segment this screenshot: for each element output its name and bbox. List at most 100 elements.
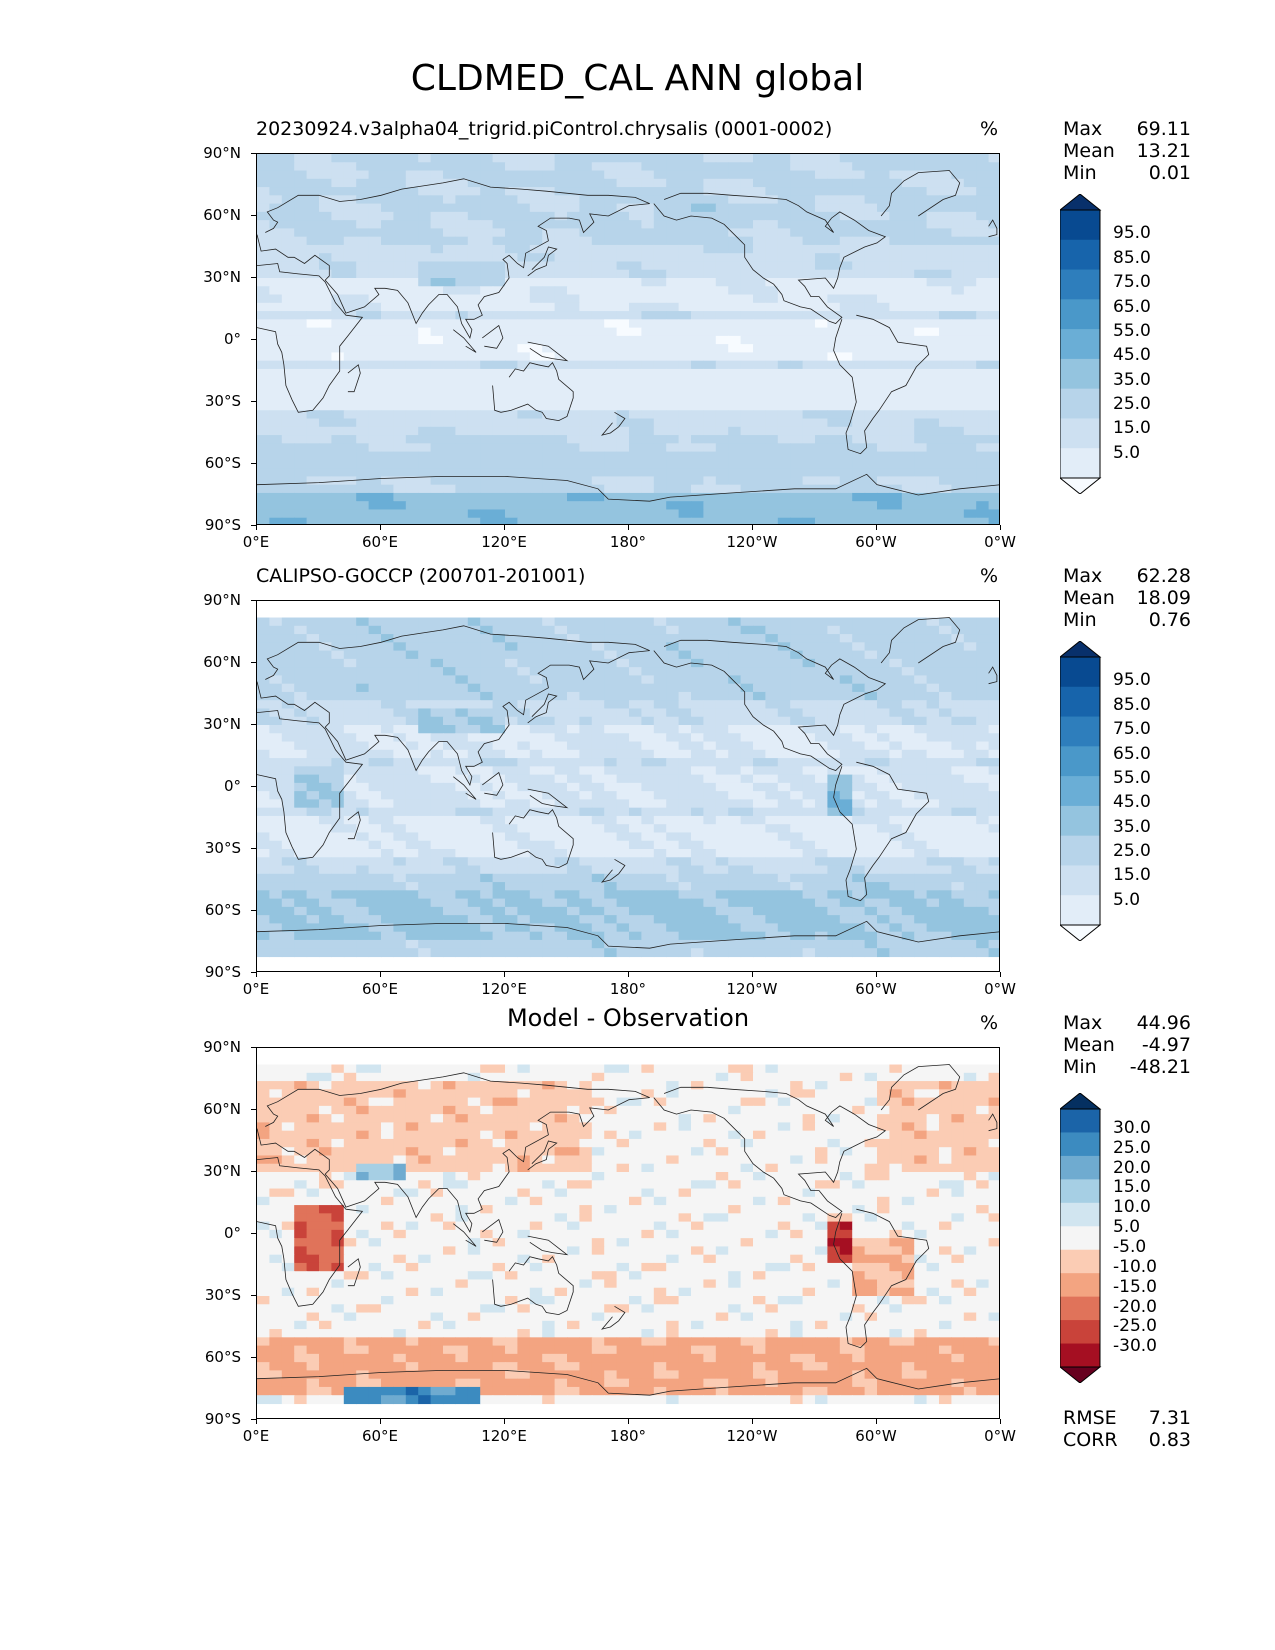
field-cell: [281, 517, 295, 524]
field-cell: [331, 642, 345, 652]
field-cell: [294, 915, 308, 924]
field-cell: [678, 211, 692, 221]
field-cell: [579, 716, 593, 726]
colorbar-extend-max: [1058, 193, 1102, 211]
field-cell: [567, 517, 580, 524]
field-cell: [554, 451, 568, 461]
field-cell: [257, 286, 270, 296]
field-cell: [567, 261, 580, 271]
field-cell: [343, 617, 357, 627]
field-cell: [666, 625, 680, 635]
field-cell: [678, 890, 692, 900]
field-cell: [306, 625, 320, 635]
field-cell: [802, 840, 816, 850]
lat-tick-label: 30°N: [203, 268, 241, 286]
field-cell: [901, 815, 915, 825]
field-cell: [790, 691, 804, 701]
field-cell: [542, 890, 556, 900]
field-cell: [827, 203, 841, 213]
field-cell: [901, 269, 915, 279]
field-cell: [257, 187, 270, 196]
field-cell: [852, 675, 866, 685]
field-cell: [765, 278, 779, 287]
field-cell: [381, 253, 394, 263]
field-cell: [951, 865, 965, 875]
field-cell: [443, 824, 456, 834]
field-cell: [728, 865, 742, 875]
field-cell: [393, 278, 407, 287]
field-cell: [951, 294, 965, 304]
field-cell: [591, 426, 605, 436]
field-cell: [430, 261, 444, 271]
field-cell: [641, 335, 655, 345]
field-cell: [839, 807, 853, 817]
field-cell: [368, 634, 382, 643]
field-cell: [294, 791, 308, 800]
field-cell: [443, 501, 456, 511]
field-cell: [542, 766, 556, 776]
field-cell: [678, 261, 692, 271]
field-cell: [343, 634, 357, 643]
field-cell: [877, 650, 890, 660]
field-cell: [666, 700, 680, 710]
field-cell: [567, 634, 580, 643]
field-cell: [629, 749, 642, 759]
field-cell: [753, 873, 766, 883]
field-cell: [381, 484, 394, 494]
field-cell: [455, 344, 469, 353]
field-cell: [567, 898, 580, 908]
field-cell: [666, 178, 680, 188]
field-cell: [926, 178, 940, 188]
field-cell: [629, 882, 642, 891]
field-cell: [802, 459, 816, 469]
field-cell: [926, 253, 940, 263]
field-cell: [443, 302, 456, 312]
field-cell: [839, 675, 853, 685]
field-cell: [381, 154, 394, 163]
field-cell: [467, 517, 481, 524]
field-cell: [777, 311, 791, 320]
field-cell: [554, 815, 568, 825]
field-cell: [926, 882, 940, 891]
field-cell: [467, 782, 481, 792]
field-cell: [542, 211, 556, 221]
field-cell: [381, 758, 394, 767]
field-cell: [939, 211, 952, 221]
field-cell: [976, 642, 990, 652]
field-cell: [368, 691, 382, 701]
field-cell: [889, 882, 903, 891]
field-cell: [839, 170, 853, 180]
field-cell: [579, 228, 593, 238]
field-cell: [356, 725, 370, 734]
field-cell: [926, 691, 940, 701]
field-cell: [715, 832, 729, 842]
field-cell: [951, 741, 965, 751]
field-cell: [467, 675, 481, 685]
field-cell: [852, 906, 866, 916]
field-cell: [579, 683, 593, 693]
field-cell: [591, 840, 605, 850]
field-cell: [331, 807, 345, 817]
field-cell: [294, 294, 308, 304]
field-cell: [591, 244, 605, 254]
field-cell: [963, 741, 977, 751]
field-cell: [480, 667, 494, 676]
field-cell: [418, 410, 432, 420]
field-cell: [988, 261, 999, 271]
field-cell: [579, 368, 593, 378]
lat-tick: [251, 463, 256, 465]
field-cell: [443, 675, 456, 685]
field-cell: [467, 774, 481, 784]
field-cell: [579, 360, 593, 370]
field-cell: [294, 501, 308, 511]
field-cell: [641, 236, 655, 246]
field-cell: [467, 402, 481, 411]
field-cell: [914, 741, 928, 751]
field-cell: [951, 849, 965, 858]
field-cell: [864, 807, 878, 817]
field-cell: [616, 741, 630, 751]
field-cell: [852, 683, 866, 693]
field-cell: [405, 625, 419, 635]
field-cell: [951, 319, 965, 329]
field-cell: [926, 865, 940, 875]
